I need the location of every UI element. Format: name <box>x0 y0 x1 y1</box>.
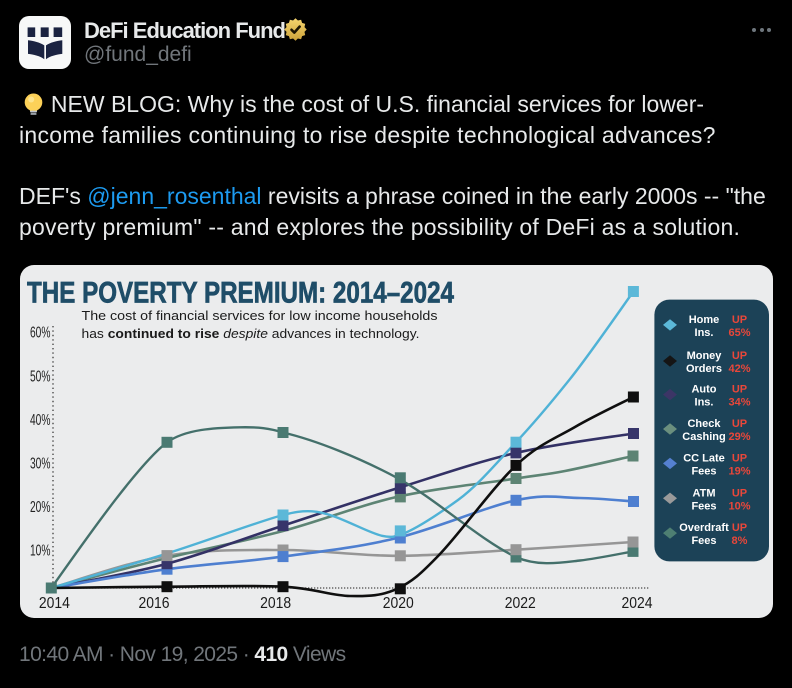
svg-text:THE POVERTY PREMIUM: 2014–2024: THE POVERTY PREMIUM: 2014–2024 <box>27 277 454 310</box>
svg-text:Ins.: Ins. <box>695 397 714 409</box>
svg-text:UP: UP <box>732 522 747 534</box>
svg-text:19%: 19% <box>728 465 750 477</box>
svg-text:10%: 10% <box>728 500 750 512</box>
svg-text:2018: 2018 <box>260 596 291 613</box>
svg-text:Overdraft: Overdraft <box>679 522 729 534</box>
svg-text:Cashing: Cashing <box>682 431 725 443</box>
svg-text:10%: 10% <box>30 542 51 560</box>
svg-text:has continued to rise despite: has continued to rise despite advances i… <box>82 326 420 341</box>
svg-text:ATM: ATM <box>692 487 715 499</box>
svg-text:The cost of financial services: The cost of financial services for low i… <box>82 308 439 323</box>
svg-text:UP: UP <box>732 350 747 362</box>
svg-text:34%: 34% <box>728 397 750 409</box>
svg-text:2020: 2020 <box>383 596 414 613</box>
svg-text:Home: Home <box>689 314 720 326</box>
svg-text:20%: 20% <box>30 498 51 516</box>
svg-text:Orders: Orders <box>686 363 722 375</box>
svg-text:2024: 2024 <box>622 596 653 613</box>
svg-text:Fees: Fees <box>691 465 716 477</box>
svg-text:8%: 8% <box>732 535 748 547</box>
svg-text:42%: 42% <box>728 363 750 375</box>
svg-text:Check: Check <box>687 418 721 430</box>
svg-text:2022: 2022 <box>505 596 536 613</box>
svg-text:30%: 30% <box>30 454 51 472</box>
svg-text:UP: UP <box>732 314 747 326</box>
svg-text:UP: UP <box>732 487 747 499</box>
svg-text:Fees: Fees <box>691 500 716 512</box>
svg-text:CC Late: CC Late <box>683 452 725 464</box>
svg-text:65%: 65% <box>728 327 750 339</box>
svg-text:UP: UP <box>732 384 747 396</box>
svg-text:UP: UP <box>732 452 747 464</box>
svg-text:2014: 2014 <box>39 596 70 613</box>
svg-text:Auto: Auto <box>691 384 716 396</box>
svg-text:Ins.: Ins. <box>695 327 714 339</box>
svg-text:UP: UP <box>732 418 747 430</box>
svg-text:60%: 60% <box>30 324 51 342</box>
svg-text:29%: 29% <box>728 431 750 443</box>
svg-text:50%: 50% <box>30 367 51 385</box>
svg-text:2016: 2016 <box>139 596 170 613</box>
svg-text:Money: Money <box>687 350 723 362</box>
svg-text:40%: 40% <box>30 411 51 429</box>
svg-text:Fees: Fees <box>691 535 716 547</box>
